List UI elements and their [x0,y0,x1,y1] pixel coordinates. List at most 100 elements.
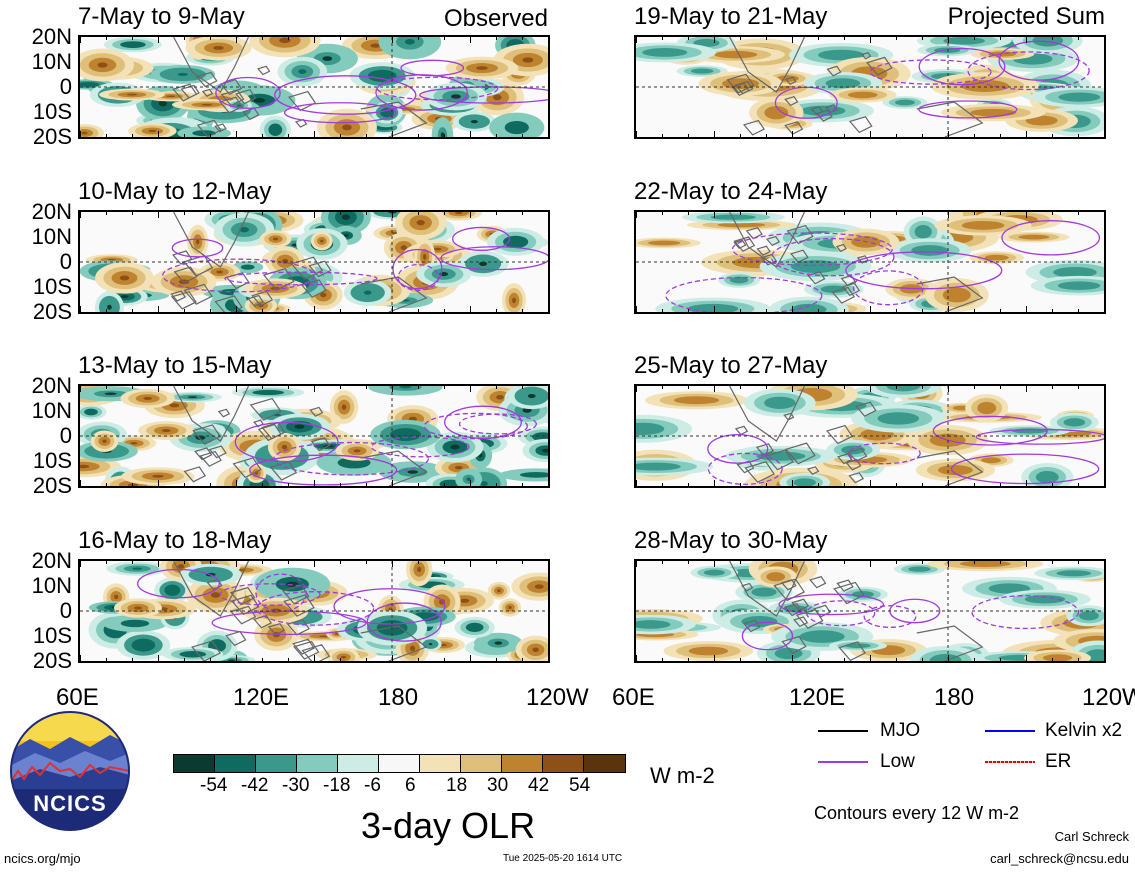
axis-tick [974,37,975,40]
axis-tick [714,561,715,567]
axis-tick [210,658,211,661]
axis-tick [740,483,741,486]
axis-tick [184,561,185,564]
axis-tick [974,134,975,137]
low-contour [918,100,1018,119]
axis-tick [184,134,185,137]
convection-anomaly [800,105,846,116]
suppressed-anomaly [1042,654,1073,661]
axis-tick [896,37,897,40]
axis-tick [444,134,445,137]
convection-anomaly [636,422,665,435]
axis-tick [714,480,715,486]
axis-tick [210,561,211,564]
low-contour [137,568,220,599]
axis-tick [662,212,663,215]
colorbar-tick-label: 54 [569,775,591,796]
suppressed-anomaly [148,129,157,133]
suppressed-anomaly [961,79,1009,92]
axis-tick [470,306,471,312]
convection-anomaly [642,48,688,57]
convection-anomaly [877,412,920,425]
axis-tick [1052,386,1053,389]
colorbar-swatch [379,755,420,772]
axis-tick [80,212,81,218]
observed-olr-map-3 [78,559,550,663]
suppressed-anomaly [981,457,1001,464]
convection-anomaly [107,304,112,310]
convection-anomaly [128,43,138,46]
convection-anomaly [886,386,921,392]
axis-tick [740,37,741,40]
axis-tick [184,212,185,215]
axis-tick [80,306,81,312]
convection-anomaly [272,127,278,133]
low-contour [1001,220,1101,256]
axis-tick [236,386,237,392]
axis-tick [688,658,689,661]
coastline [729,561,984,661]
olr-field [80,37,548,137]
axis-tick [262,212,263,215]
low-contour [234,421,339,463]
suppressed-anomaly [959,561,1011,568]
axis-tick [522,658,523,661]
axis-tick [366,561,367,564]
axis-tick [688,134,689,137]
coastline [173,386,428,486]
suppressed-anomaly [130,442,138,445]
projected-olr-map-1 [634,210,1106,314]
suppressed-anomaly [847,91,878,99]
axis-tick [896,134,897,137]
convection-anomaly [399,432,412,437]
axis-tick [766,309,767,312]
lat-label-10N: 10N [31,49,72,74]
suppressed-anomaly [439,643,447,647]
suppressed-anomaly [210,592,221,598]
suppressed-anomaly [102,439,107,443]
axis-tick [340,309,341,312]
lat-label-20N: 20N [31,199,72,224]
convection-anomaly [129,622,141,625]
axis-tick [1104,37,1105,43]
suppressed-anomaly [937,465,973,476]
convection-anomaly [286,581,299,587]
convection-anomaly [470,120,478,124]
axis-tick [444,561,445,564]
suppressed-anomaly [454,465,463,470]
axis-tick [1000,212,1001,215]
axis-tick [158,131,159,137]
convection-anomaly [494,641,503,645]
author-email[interactable]: carl_schreck@ncsu.edu [990,851,1129,866]
axis-tick [210,37,211,40]
olr-field [80,212,548,312]
suppressed-anomaly [508,606,512,609]
axis-tick [522,561,523,564]
axis-tick [870,655,871,661]
axis-tick [1000,134,1001,137]
convection-anomaly [139,642,148,648]
axis-tick [740,561,741,564]
lon-label-left-180: 180 [378,684,419,711]
convection-anomaly [895,99,915,106]
convection-anomaly [988,583,1031,594]
suppressed-anomaly [417,566,422,573]
convection-anomaly [914,225,932,239]
convection-anomaly [121,295,129,299]
colorbar-swatch [215,755,256,772]
low-contour [665,276,823,312]
coastline [726,37,984,137]
convection-anomaly [710,214,756,220]
website-link[interactable]: ncics.org/mjo [4,851,81,866]
ncics-logo[interactable]: NCICS [10,711,130,831]
suppressed-anomaly [1018,234,1050,240]
axis-tick [1026,131,1027,137]
colorbar-tick-label: -18 [323,775,351,796]
axis-tick [1104,212,1105,218]
axis-tick [184,37,185,40]
axis-tick [262,561,263,564]
axis-tick [288,212,289,215]
axis-tick [1078,483,1079,486]
olr-field [636,37,1104,137]
axis-tick [340,134,341,137]
